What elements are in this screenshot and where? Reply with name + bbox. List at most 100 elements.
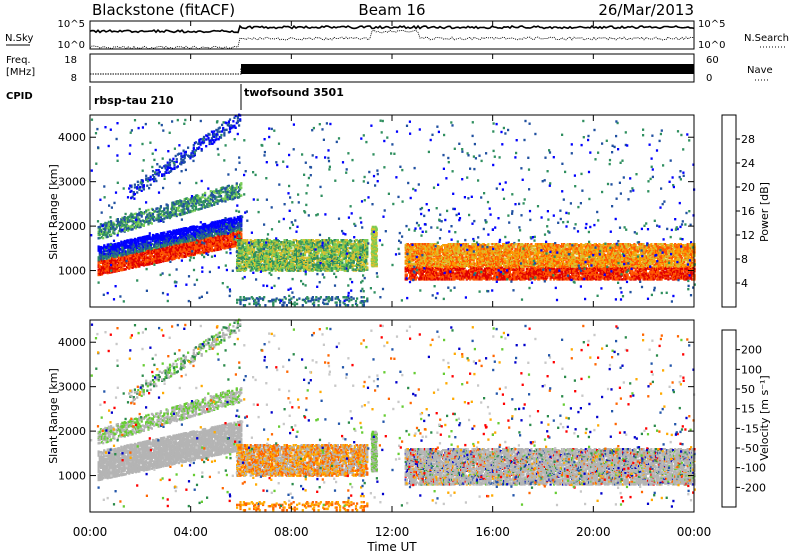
power-cell xyxy=(98,264,101,268)
power-cell xyxy=(194,200,198,203)
power-cell xyxy=(138,213,141,217)
power-cell xyxy=(176,232,179,235)
power-cell xyxy=(117,246,121,249)
power-cell xyxy=(313,247,316,251)
power-cell xyxy=(282,256,285,259)
power-cell xyxy=(251,267,254,270)
power-cell xyxy=(107,256,110,259)
power-cell xyxy=(205,227,208,230)
power-cell xyxy=(276,251,279,255)
power-cell xyxy=(175,207,178,210)
power-cell xyxy=(248,256,251,259)
power-cell xyxy=(164,167,167,170)
power-cell xyxy=(211,221,215,224)
power-cell xyxy=(107,245,110,248)
power-cell xyxy=(309,251,312,255)
power-cell xyxy=(209,236,212,239)
power-cell xyxy=(138,211,141,214)
power-cell xyxy=(120,220,123,223)
power-cell xyxy=(233,241,236,244)
power-cell xyxy=(103,227,106,231)
power-cell xyxy=(125,222,129,225)
power-cell xyxy=(103,259,106,263)
power-cell xyxy=(236,117,239,120)
power-cell xyxy=(145,248,148,251)
power-cell xyxy=(159,256,162,260)
power-cell xyxy=(225,218,228,221)
power-cell xyxy=(158,234,161,237)
power-cell xyxy=(290,243,293,247)
power-cell xyxy=(166,242,169,245)
power-cell xyxy=(308,265,311,268)
power-cell xyxy=(249,239,252,242)
power-cell xyxy=(146,246,149,250)
power-cell xyxy=(175,243,178,246)
power-cell xyxy=(184,235,187,239)
power-cell xyxy=(245,255,248,259)
power-cell xyxy=(259,249,262,253)
power-cell xyxy=(210,245,213,249)
nave-trace xyxy=(241,64,694,74)
power-cell xyxy=(142,223,145,226)
power-cell xyxy=(239,254,242,258)
power-cell xyxy=(233,234,236,237)
power-cell xyxy=(107,243,110,246)
power-cell xyxy=(269,243,273,246)
power-cell xyxy=(228,217,232,220)
power-cell xyxy=(269,262,273,265)
power-cell xyxy=(211,190,215,193)
power-cell xyxy=(255,254,258,258)
power-cell xyxy=(254,239,257,242)
power-cell xyxy=(262,297,265,300)
power-cell xyxy=(318,249,321,253)
power-cell xyxy=(339,300,342,303)
power-cell xyxy=(250,296,253,299)
power-cell xyxy=(142,239,145,243)
power-cell xyxy=(318,243,321,247)
power-cell xyxy=(215,191,218,195)
power-cell xyxy=(226,246,229,249)
power-cell xyxy=(327,257,330,260)
power-cell xyxy=(238,298,241,302)
power-cell xyxy=(137,237,140,240)
power-cell xyxy=(208,244,211,247)
power-cell xyxy=(227,124,230,127)
power-cell xyxy=(194,245,198,248)
power-cell xyxy=(264,304,267,307)
power-cell xyxy=(205,199,208,202)
date-title: 26/Mar/2013 xyxy=(598,1,694,19)
power-cell xyxy=(235,121,238,125)
power-cell xyxy=(253,247,256,251)
power-cell xyxy=(242,296,245,299)
power-cell xyxy=(149,251,152,254)
power-cell xyxy=(245,259,248,262)
power-cell xyxy=(204,191,207,195)
power-cell xyxy=(134,262,138,265)
power-cell xyxy=(141,179,144,182)
power-cell xyxy=(158,218,161,222)
power-cell xyxy=(227,121,230,125)
power-cell xyxy=(231,222,234,225)
power-cell xyxy=(228,196,232,199)
power-cell xyxy=(283,248,286,252)
power-cell xyxy=(142,235,145,239)
power-cell xyxy=(233,187,236,190)
power-cell xyxy=(97,268,100,272)
power-cell xyxy=(97,256,100,259)
power-cell xyxy=(141,262,144,265)
power-cell xyxy=(170,252,173,255)
power-cell xyxy=(117,223,121,226)
power-cell xyxy=(122,220,125,224)
power-cell xyxy=(194,202,198,205)
power-cell xyxy=(288,251,291,255)
power-cell xyxy=(191,236,194,239)
power-cell xyxy=(318,297,321,300)
power-cell xyxy=(241,250,244,254)
power-cell xyxy=(163,211,166,215)
power-cell xyxy=(214,138,217,142)
power-cell xyxy=(209,140,212,143)
power-cell xyxy=(175,200,178,203)
power-cell xyxy=(225,241,228,245)
power-cell xyxy=(324,257,327,260)
power-cell xyxy=(120,223,123,227)
